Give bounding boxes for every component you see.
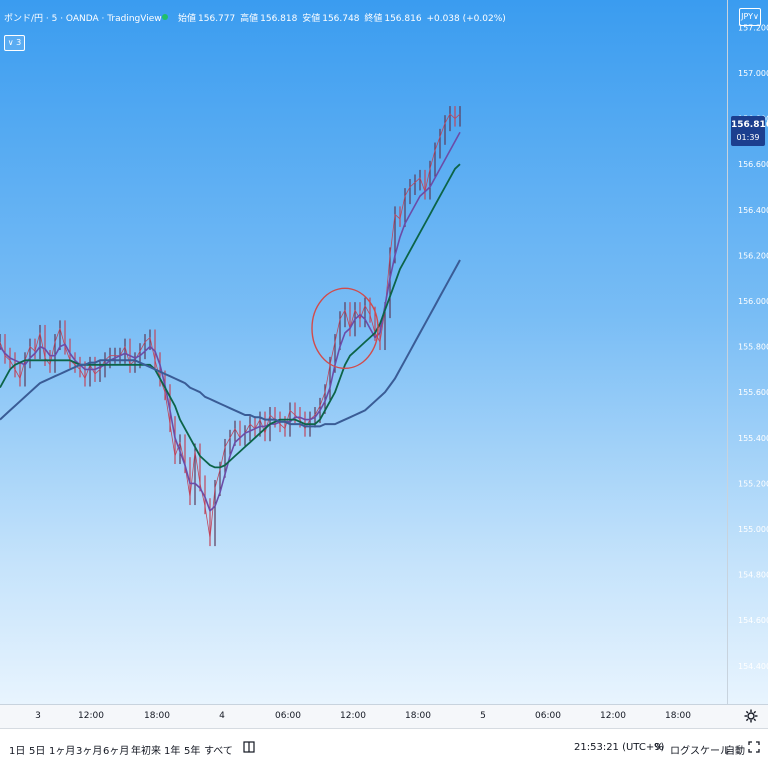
- x-tick-label: 5: [480, 711, 486, 721]
- clock-datetime[interactable]: 21:53:21 (UTC+9): [574, 742, 665, 753]
- price-chart[interactable]: 157.200157.000156.800156.600156.400156.2…: [0, 0, 768, 704]
- close-label: 終値: [364, 14, 383, 24]
- y-tick-label: 155.400: [738, 434, 768, 443]
- settings-icon[interactable]: [744, 708, 758, 723]
- range-5d-button[interactable]: 5日: [29, 746, 46, 757]
- range-3m-button[interactable]: 3ヶ月: [76, 746, 103, 757]
- range-ytd-button[interactable]: 年初来: [131, 746, 161, 757]
- y-tick-label: 154.400: [738, 662, 768, 671]
- time-axis[interactable]: 3 12:00 18:00 4 06:00 12:00 18:00 5 06:00 12:00 18…: [0, 704, 768, 729]
- ohlc-values: 始値 156.777 高値 156.818 安値 156.748 終値 156.816 …: [178, 11, 508, 24]
- low-label: 安値: [302, 14, 321, 24]
- close-value: 156.816: [384, 14, 422, 24]
- high-label: 高値: [240, 14, 259, 24]
- range-6m-button[interactable]: 6ヶ月: [103, 746, 130, 757]
- y-tick-label: 155.800: [738, 343, 768, 352]
- last-price-tag: 156.816 01:39: [731, 116, 768, 146]
- series-ma-short: [0, 131, 461, 512]
- y-tick-label: 157.200: [738, 23, 768, 32]
- y-tick-label: 156.200: [738, 251, 768, 260]
- currency-selector[interactable]: JPY∨: [739, 8, 761, 26]
- bottom-toolbar: [0, 728, 768, 769]
- last-price-value: 156.816: [731, 120, 768, 130]
- y-tick-label: 156.400: [738, 206, 768, 215]
- y-tick-label: 156.000: [738, 297, 768, 306]
- annotation-circle: [311, 287, 379, 370]
- open-value: 156.777: [198, 14, 236, 24]
- y-tick-label: 155.600: [738, 388, 768, 397]
- compare-range-icon[interactable]: [243, 740, 255, 757]
- y-tick-label: 155.200: [738, 479, 768, 488]
- indicator-toggle-button[interactable]: ∨ 3: [4, 35, 25, 51]
- y-tick-label: 156.600: [738, 160, 768, 169]
- x-tick-label: 12:00: [78, 711, 104, 721]
- auto-scale-toggle[interactable]: 自動: [725, 746, 745, 757]
- range-1m-button[interactable]: 1ヶ月: [49, 746, 76, 757]
- low-value: 156.748: [322, 14, 360, 24]
- fullscreen-icon[interactable]: [748, 741, 760, 756]
- x-tick-label: 12:00: [600, 711, 626, 721]
- range-1y-button[interactable]: 1年: [164, 746, 181, 757]
- open-label: 始値: [178, 14, 197, 24]
- x-tick-label: 12:00: [340, 711, 366, 721]
- x-tick-label: 06:00: [535, 711, 561, 721]
- range-1d-button[interactable]: 1日: [9, 746, 26, 757]
- range-all-button[interactable]: すべて: [204, 746, 233, 757]
- x-tick-label: 18:00: [405, 711, 431, 721]
- price-axis[interactable]: [727, 0, 768, 704]
- y-tick-label: 154.600: [738, 616, 768, 625]
- y-tick-label: 154.800: [738, 571, 768, 580]
- y-tick-label: 155.000: [738, 525, 768, 534]
- x-tick-label: 18:00: [665, 711, 691, 721]
- x-tick-label: 3: [35, 711, 41, 721]
- market-open-dot: [162, 14, 168, 20]
- range-5y-button[interactable]: 5年: [184, 746, 201, 757]
- symbol-title[interactable]: ポンド/円 · 5 · OANDA · TradingView: [4, 14, 162, 24]
- bar-countdown: 01:39: [736, 133, 760, 142]
- chart-area[interactable]: 157.200157.000156.800156.600156.400156.2…: [0, 0, 768, 704]
- x-tick-label: 06:00: [275, 711, 301, 721]
- log-scale-toggle[interactable]: ログスケール: [670, 746, 730, 757]
- series-ma-mid: [0, 163, 461, 469]
- y-tick-label: 157.000: [738, 69, 768, 78]
- high-value: 156.818: [260, 14, 298, 24]
- series-price: [0, 113, 461, 539]
- percent-toggle[interactable]: %: [654, 742, 664, 753]
- series-ma-long: [0, 259, 461, 428]
- x-tick-label: 4: [219, 711, 225, 721]
- x-tick-label: 18:00: [144, 711, 170, 721]
- change-value: +0.038 (+0.02%): [426, 14, 506, 24]
